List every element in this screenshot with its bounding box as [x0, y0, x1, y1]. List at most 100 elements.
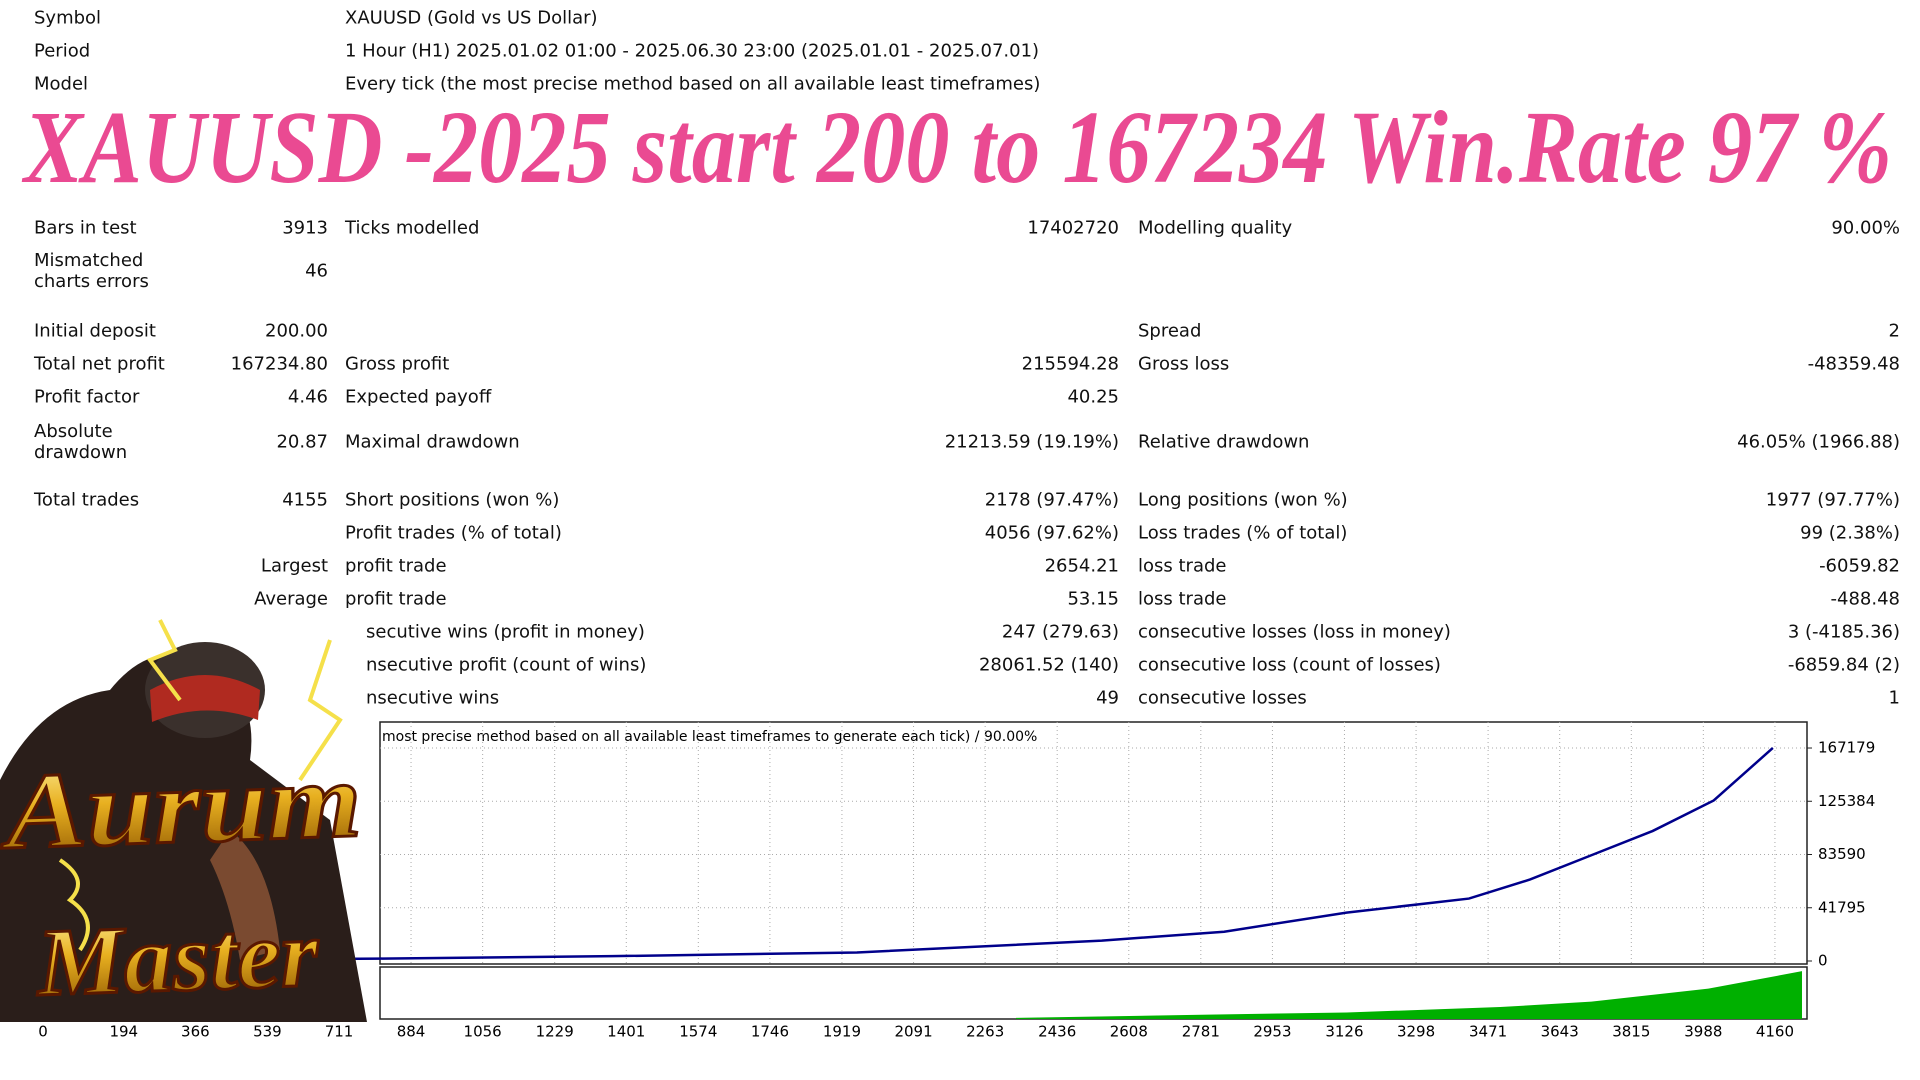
stat-label: Spread [1138, 320, 1202, 342]
logo-visor [150, 675, 260, 722]
stat-label: consecutive losses [1138, 687, 1307, 709]
header-value: 1 Hour (H1) 2025.01.02 01:00 - 2025.06.3… [345, 40, 1040, 62]
stat-label: loss trade [1138, 555, 1227, 577]
x-tick-label: 3471 [1469, 1023, 1507, 1041]
stat-value: -48359.48 [1807, 353, 1900, 375]
y-tick-label: 83590 [1818, 845, 1866, 863]
stat-label: Profit factor [34, 386, 140, 408]
logo-line1: Aurum [0, 741, 363, 873]
stat-label: Relative drawdown [1138, 431, 1310, 453]
stat-value: 3 (-4185.36) [1787, 621, 1900, 643]
stat-value: 2654.21 [1044, 555, 1119, 577]
header-label: Symbol [34, 7, 102, 29]
stat-label: Profit trades (% of total) [345, 522, 562, 544]
stat-label: Total net profit [34, 353, 165, 375]
header-value: XAUUSD (Gold vs US Dollar) [345, 7, 598, 29]
logo-lightning [58, 619, 343, 952]
x-tick-label: 711 [325, 1023, 354, 1041]
stat-label: Total trades [34, 489, 140, 511]
x-tick-label: 1574 [679, 1023, 717, 1041]
stat-value: 53.15 [1067, 588, 1119, 610]
stat-label: profit trade [345, 555, 447, 577]
banner-title: XAUUSD -2025 start 200 to 167234 Win.Rat… [21, 90, 1892, 205]
stat-value: 28061.52 (140) [978, 654, 1119, 676]
plot-frame [379, 721, 1808, 965]
x-tick-label: 1056 [464, 1023, 502, 1041]
x-tick-label: 4160 [1756, 1023, 1794, 1041]
x-tick-label: 1919 [823, 1023, 861, 1041]
x-tick-label: 0 [38, 1023, 48, 1041]
stat-value: 46 [305, 260, 328, 282]
header-label: Period [34, 40, 91, 62]
stat-label: consecutive losses (loss in money) [1138, 621, 1451, 643]
x-tick-label: 2953 [1253, 1023, 1291, 1041]
stat-label: Short positions (won %) [345, 489, 560, 511]
stat-value: 1977 (97.77%) [1765, 489, 1900, 511]
logo-arm [210, 830, 280, 960]
x-tick-label: 2608 [1110, 1023, 1148, 1041]
stat-value: 90.00% [1831, 217, 1900, 239]
stat-label: Maximal drawdown [345, 431, 520, 453]
y-tick-label: 0 [1818, 952, 1828, 970]
stat-label: Gross profit [345, 353, 450, 375]
stat-value: 4056 (97.62%) [984, 522, 1119, 544]
stat-label: Modelling quality [1138, 217, 1293, 239]
x-tick-label: 539 [253, 1023, 282, 1041]
stat-value: -6859.84 (2) [1787, 654, 1900, 676]
x-tick-label: 3126 [1325, 1023, 1363, 1041]
stat-value: 4155 [282, 489, 328, 511]
stat-value: 200.00 [265, 320, 328, 342]
x-tick-label: 3815 [1612, 1023, 1650, 1041]
y-tick-label: 167179 [1818, 739, 1875, 757]
stat-value: -488.48 [1830, 588, 1900, 610]
x-tick-label: 3298 [1397, 1023, 1435, 1041]
volume-area [1015, 971, 1802, 1019]
stat-value: 4.46 [287, 386, 328, 408]
stat-label: Loss trades (% of total) [1138, 522, 1348, 544]
stat-label: Ticks modelled [345, 217, 480, 239]
x-tick-label: 194 [109, 1023, 138, 1041]
stat-label: Initial deposit [34, 320, 156, 342]
stat-value: 46.05% (1966.88) [1737, 431, 1900, 453]
x-tick-label: 884 [397, 1023, 426, 1041]
x-tick-label: 1229 [536, 1023, 574, 1041]
stat-value: 2 [1888, 320, 1900, 342]
logo-line2: Master [33, 899, 321, 1016]
stat-value: -6059.82 [1819, 555, 1900, 577]
stat-value: 2178 (97.47%) [984, 489, 1119, 511]
stat-value: Largest [260, 555, 328, 577]
stat-value: 49 [1096, 687, 1119, 709]
stat-value: 40.25 [1067, 386, 1119, 408]
stat-label: Gross loss [1138, 353, 1230, 375]
stat-label: Expected payoff [345, 386, 492, 408]
stat-label: Long positions (won %) [1138, 489, 1348, 511]
stat-label: Absolute drawdown [34, 421, 128, 463]
x-tick-label: 366 [181, 1023, 210, 1041]
stat-value: 21213.59 (19.19%) [944, 431, 1119, 453]
x-tick-label: 2436 [1038, 1023, 1076, 1041]
chart-caption: most precise method based on all availab… [382, 729, 1037, 745]
x-tick-label: 3988 [1684, 1023, 1722, 1041]
x-tick-label: 2263 [966, 1023, 1004, 1041]
x-tick-label: 2091 [894, 1023, 932, 1041]
balance-line [42, 747, 1774, 962]
stat-value: 99 (2.38%) [1800, 522, 1900, 544]
stat-value: 167234.80 [230, 353, 328, 375]
stat-label: Mismatched charts errors [34, 250, 149, 292]
stat-value: 1 [1888, 687, 1900, 709]
x-tick-label: 3643 [1541, 1023, 1579, 1041]
stat-value: Average [254, 588, 328, 610]
stat-label: nsecutive profit (count of wins) [366, 654, 647, 676]
stat-value: 3913 [282, 217, 328, 239]
x-tick-label: 2781 [1182, 1023, 1220, 1041]
y-tick-label: 41795 [1818, 898, 1866, 916]
stat-label: nsecutive wins [366, 687, 500, 709]
stat-label: profit trade [345, 588, 447, 610]
x-tick-label: 1401 [607, 1023, 645, 1041]
header-value: Every tick (the most precise method base… [345, 73, 1041, 95]
logo: Aurum Master [0, 619, 367, 1022]
stat-value: 20.87 [276, 431, 328, 453]
stat-value: 17402720 [1027, 217, 1119, 239]
